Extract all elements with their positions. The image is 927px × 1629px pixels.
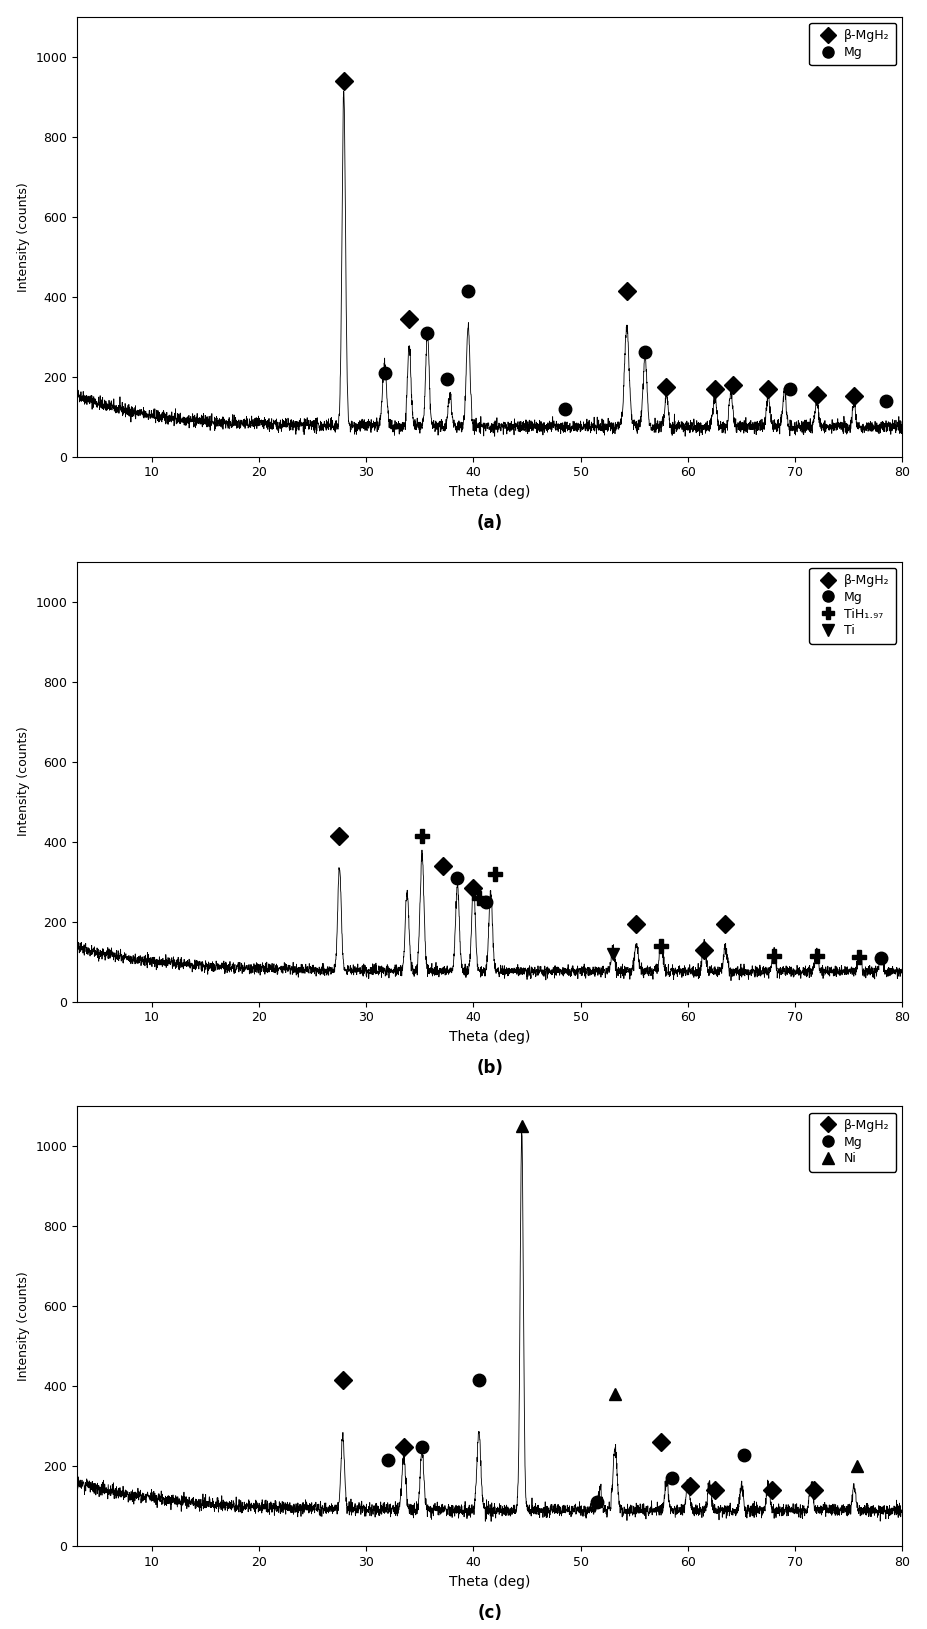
Y-axis label: Intensity (counts): Intensity (counts) xyxy=(17,1272,30,1381)
Text: (a): (a) xyxy=(476,513,502,533)
Text: (b): (b) xyxy=(476,1059,503,1077)
Legend: β-MgH₂, Mg: β-MgH₂, Mg xyxy=(809,23,896,65)
X-axis label: Theta (deg): Theta (deg) xyxy=(449,1575,530,1588)
X-axis label: Theta (deg): Theta (deg) xyxy=(449,1030,530,1044)
X-axis label: Theta (deg): Theta (deg) xyxy=(449,485,530,498)
Legend: β-MgH₂, Mg, TiH₁.₉₇, Ti: β-MgH₂, Mg, TiH₁.₉₇, Ti xyxy=(809,569,896,643)
Text: (c): (c) xyxy=(477,1603,502,1621)
Y-axis label: Intensity (counts): Intensity (counts) xyxy=(17,182,30,292)
Y-axis label: Intensity (counts): Intensity (counts) xyxy=(17,727,30,836)
Legend: β-MgH₂, Mg, Ni: β-MgH₂, Mg, Ni xyxy=(809,1113,896,1171)
